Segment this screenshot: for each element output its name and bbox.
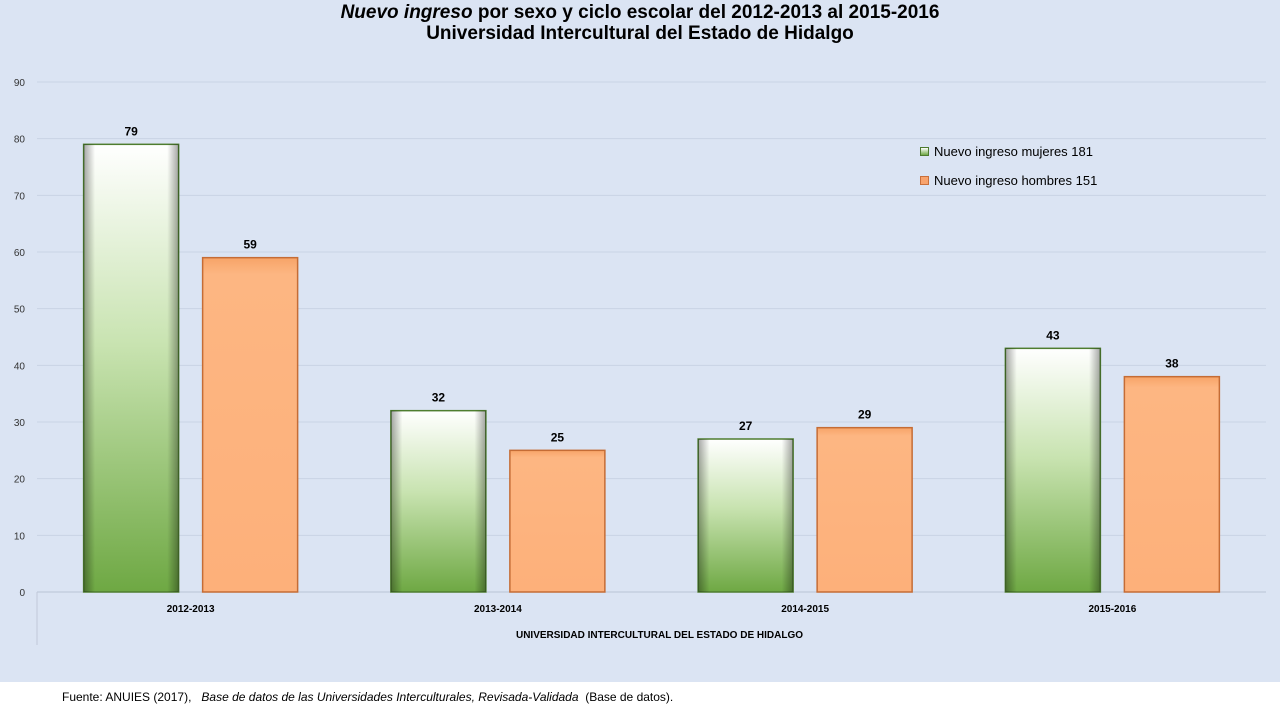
bar-shade [83,144,179,593]
y-tick-label: 30 [14,418,26,429]
source-italic: Base de datos de las Universidades Inter… [201,690,579,704]
data-label: 32 [432,391,446,405]
y-tick-label: 40 [14,361,26,372]
bar-chart: 0 10 20 30 40 50 60 70 80 90 79 59 2012-2013 32 25 2013… [14,78,1266,645]
y-tick-label: 50 [14,305,26,316]
x-tick-label: 2015-2016 [1088,604,1136,615]
source-suffix: (Base de datos). [585,690,674,704]
bar-shade [698,439,794,592]
y-tick-label: 90 [14,78,26,89]
legend-label-men: Nuevo ingreso hombres 151 [934,173,1098,188]
y-tick-label: 70 [14,191,26,202]
legend-swatch-women [920,147,929,156]
data-label: 25 [551,430,565,444]
x-tick-label: 2012-2013 [167,604,215,615]
x-tick-label: 2014-2015 [781,604,829,615]
x-axis-label: UNIVERSIDAD INTERCULTURAL DEL ESTADO DE … [516,630,803,641]
chart-title-rest: por sexo y ciclo escolar del 2012-2013 a… [472,2,940,23]
legend-label-women: Nuevo ingreso mujeres 181 [934,144,1093,159]
bar-men [509,449,606,593]
bar-men [201,256,299,593]
bar-shade [1005,348,1101,592]
chart-title-italic: Nuevo ingreso [340,2,473,23]
chart-subtitle: Universidad Intercultural del Estado de … [426,23,854,44]
legend-swatch-men [920,176,929,185]
y-tick-label: 20 [14,475,26,486]
legend-item-men: Nuevo ingreso hombres 151 [920,173,1097,188]
source-prefix: Fuente: ANUIES (2017), [62,690,192,704]
y-tick-label: 80 [14,135,26,146]
chart-panel: 0 10 20 30 40 50 60 70 80 90 79 59 2012-2013 32 25 2013… [0,0,1280,682]
y-tick-label: 10 [14,531,26,542]
x-tick-label: 2013-2014 [474,604,522,615]
data-label: 38 [1165,357,1179,371]
data-label: 43 [1046,328,1060,342]
bar-men [816,426,913,593]
source-note: Fuente: ANUIES (2017), Base de datos de … [62,690,673,704]
y-tick-label: 60 [14,248,26,259]
data-label: 29 [858,408,872,422]
data-label: 27 [739,419,753,433]
chart-title: Nuevo ingreso por sexo y ciclo escolar d… [0,2,1280,24]
y-tick-label: 0 [19,588,25,599]
bar-shade [390,410,486,592]
bar-men [1123,375,1221,593]
legend-item-women: Nuevo ingreso mujeres 181 [920,144,1093,159]
data-label: 59 [243,238,257,252]
data-label: 79 [124,124,138,138]
